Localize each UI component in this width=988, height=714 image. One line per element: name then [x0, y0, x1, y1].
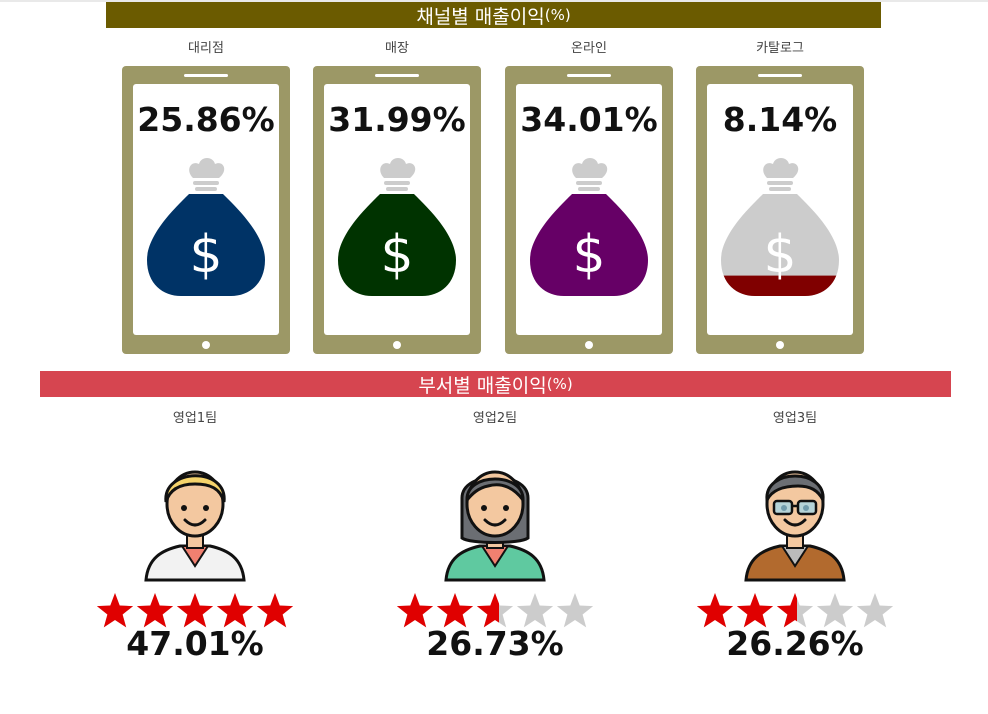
- department-section-title: 부서별 매출이익: [418, 374, 547, 397]
- star-icon: [96, 593, 134, 628]
- star-icon: [176, 593, 214, 628]
- money-bag-icon: $: [530, 158, 648, 296]
- channel-section-unit: (%): [544, 6, 571, 24]
- department-section-banner: 부서별 매출이익 (%): [40, 371, 951, 397]
- phone-frame-icon: 25.86% $: [122, 66, 290, 354]
- department-value-label: 26.26%: [726, 624, 864, 663]
- rating-stars: [96, 593, 294, 628]
- man-glasses-avatar-icon: [744, 470, 846, 582]
- department-label: 영업2팀: [472, 411, 518, 426]
- star-icon: [696, 593, 734, 628]
- money-bag-fill: [721, 275, 839, 296]
- channel-section-banner: 채널별 매출이익 (%): [106, 2, 881, 28]
- star-icon: [736, 593, 774, 628]
- channel-label: 대리점: [188, 41, 224, 56]
- woman-avatar-icon: [444, 470, 546, 582]
- dollar-sign-icon: $: [572, 225, 605, 285]
- channel-value-label: 8.14%: [722, 100, 838, 139]
- department-value-label: 26.73%: [426, 624, 564, 663]
- top-border: [0, 0, 988, 2]
- channel-label: 온라인: [571, 41, 607, 56]
- phone-speaker: [567, 74, 611, 77]
- phone-home-button: [776, 341, 784, 349]
- dollar-sign-icon: $: [189, 225, 222, 285]
- channel-section-title: 채널별 매출이익: [416, 5, 545, 28]
- channel-value-label: 25.86%: [137, 100, 275, 139]
- star-icon: [516, 593, 554, 628]
- star-icon: [776, 593, 814, 628]
- man-blond-avatar-icon: [144, 470, 246, 582]
- phone-screen: 25.86% $: [133, 84, 279, 335]
- star-icon: [816, 593, 854, 628]
- channel-label: 카탈로그: [756, 41, 804, 56]
- phone-home-button: [393, 341, 401, 349]
- phone-home-button: [585, 341, 593, 349]
- star-icon: [436, 593, 474, 628]
- dollar-sign-icon: $: [380, 225, 413, 285]
- dollar-sign-icon: $: [763, 225, 796, 285]
- money-bag-icon: $: [721, 158, 839, 296]
- star-icon: [856, 593, 894, 628]
- phone-speaker: [184, 74, 228, 77]
- channel-value-label: 34.01%: [520, 100, 658, 139]
- phone-frame-icon: 31.99% $: [313, 66, 481, 354]
- rating-stars: [396, 593, 594, 628]
- channel-label: 매장: [385, 41, 409, 56]
- star-icon: [136, 593, 174, 628]
- star-icon: [476, 593, 514, 628]
- department-value-label: 47.01%: [126, 624, 264, 663]
- rating-stars: [696, 593, 894, 628]
- phone-home-button: [202, 341, 210, 349]
- phone-speaker: [758, 74, 802, 77]
- phone-screen: 31.99% $: [324, 84, 470, 335]
- department-label: 영업3팀: [772, 411, 818, 426]
- department-section-unit: (%): [546, 375, 573, 393]
- phone-screen: 8.14% $: [707, 84, 853, 335]
- phone-frame-icon: 8.14% $: [696, 66, 864, 354]
- phone-screen: 34.01% $: [516, 84, 662, 335]
- department-label: 영업1팀: [172, 411, 218, 426]
- money-bag-icon: $: [338, 158, 456, 296]
- channel-value-label: 31.99%: [328, 100, 466, 139]
- phone-frame-icon: 34.01% $: [505, 66, 673, 354]
- money-bag-icon: $: [147, 158, 265, 296]
- phone-speaker: [375, 74, 419, 77]
- star-icon: [396, 593, 434, 628]
- star-icon: [556, 593, 594, 628]
- star-icon: [216, 593, 254, 628]
- star-icon: [256, 593, 294, 628]
